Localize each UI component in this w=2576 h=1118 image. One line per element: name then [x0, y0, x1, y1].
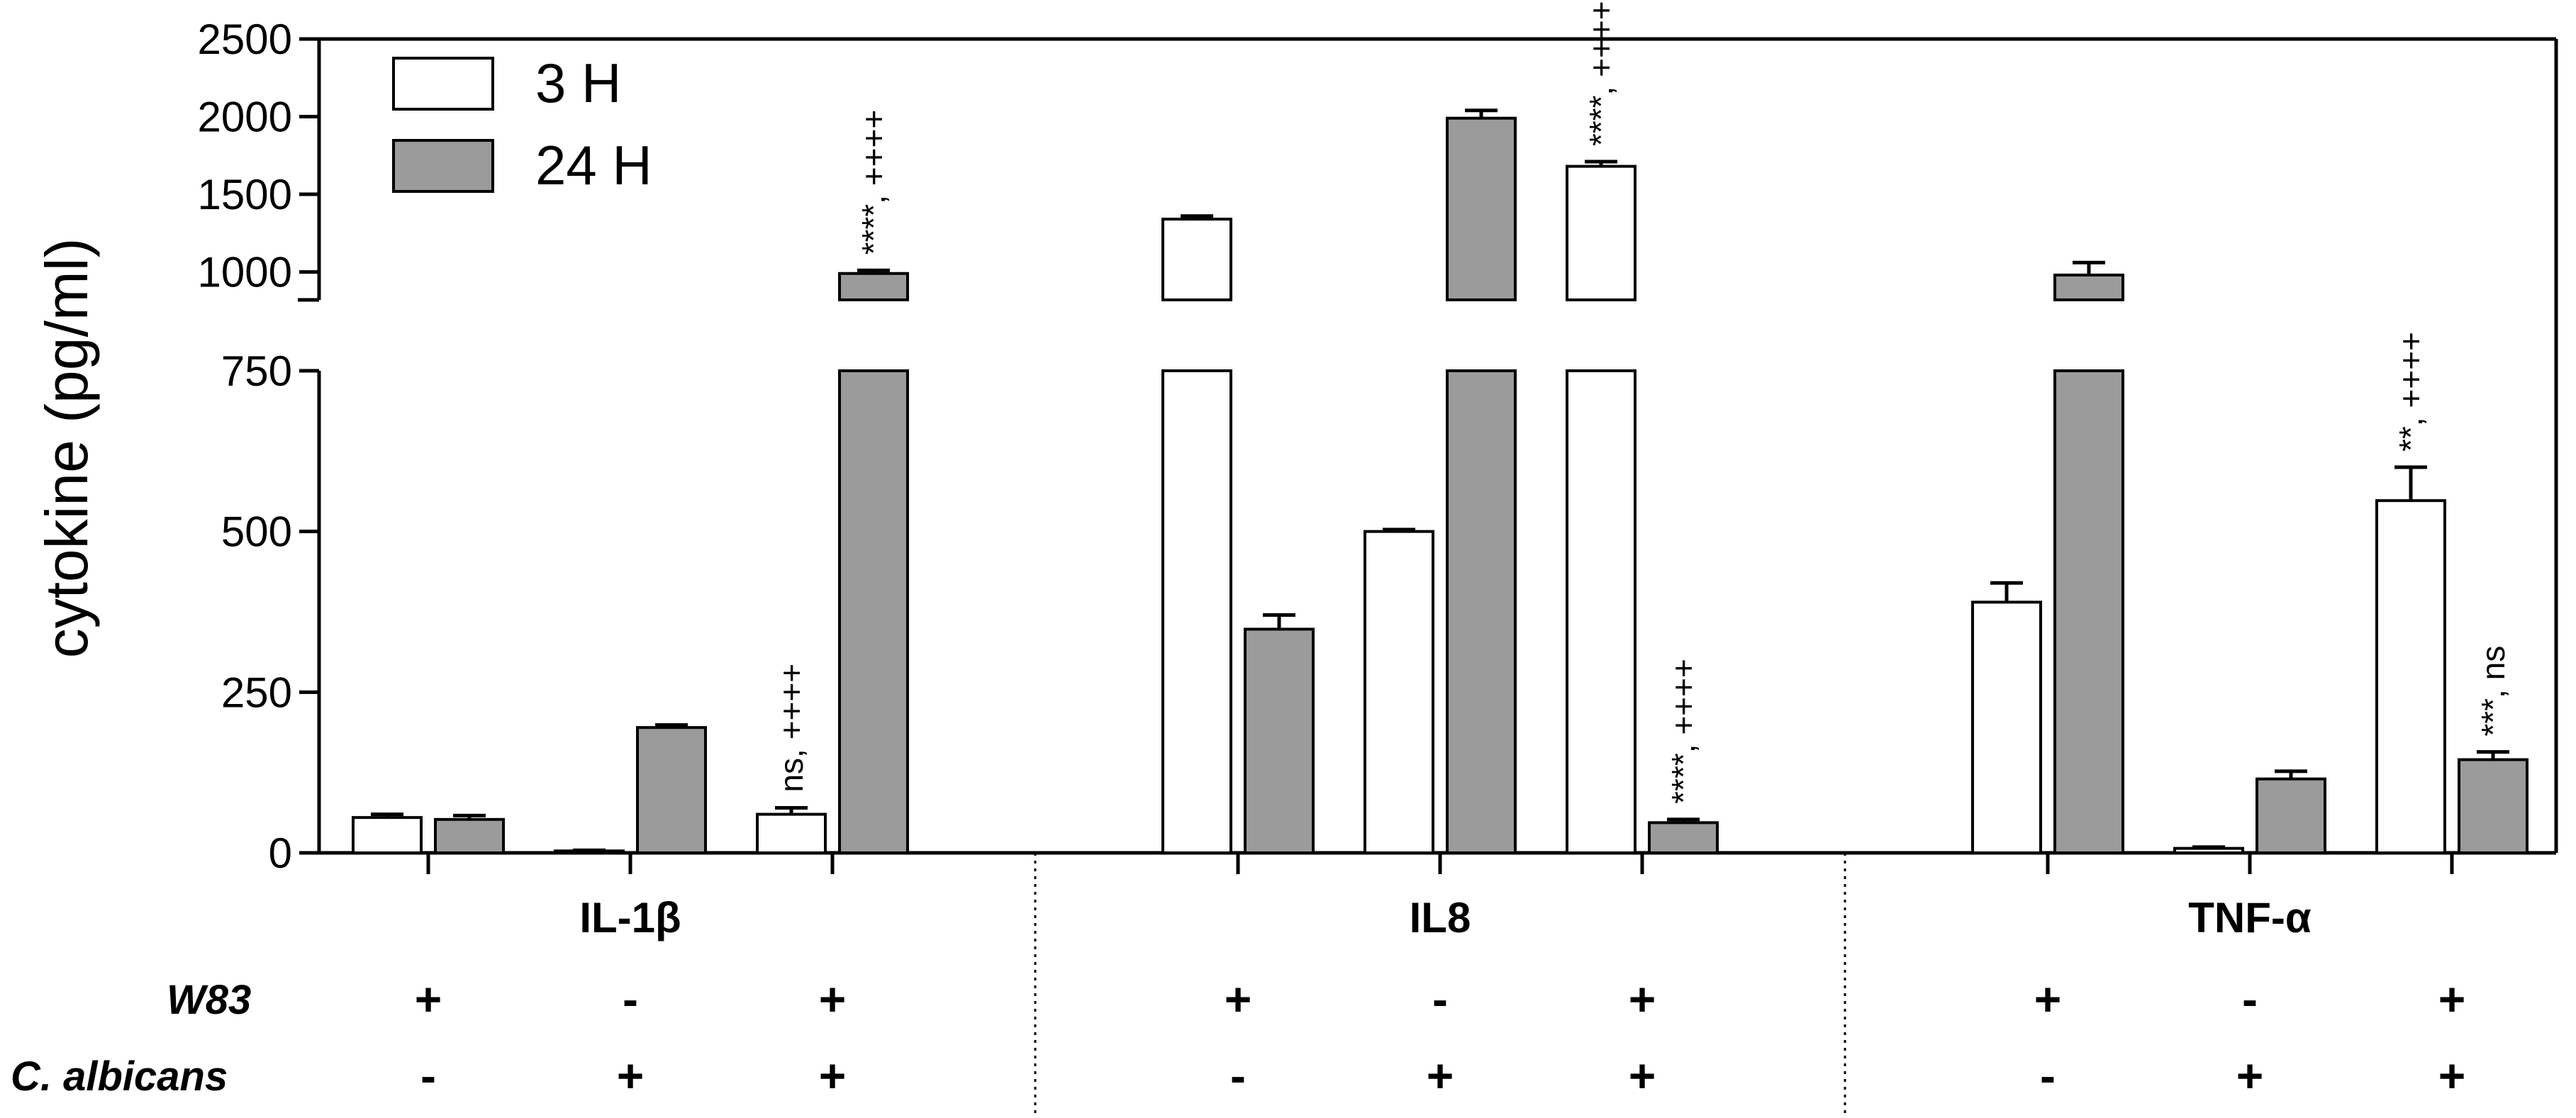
bar [2256, 777, 2326, 854]
significance-annotation: ****, ++++ [855, 110, 892, 255]
y-tick-label: 0 [269, 829, 292, 877]
bar-group [1648, 817, 1719, 855]
bar [1161, 369, 1232, 854]
bar-group [1161, 214, 1232, 854]
legend-swatch [392, 57, 494, 111]
bar-group [1446, 108, 1517, 854]
legend-label: 24 H [535, 134, 652, 196]
condition-sign: + [819, 1049, 847, 1102]
bar-group [1364, 527, 1434, 855]
legend-swatch [392, 139, 494, 193]
bar-group [1566, 160, 1637, 854]
significance-annotation: **, ++++ [2392, 332, 2429, 452]
bar [1971, 600, 2042, 855]
annotations-layer: ns, ++++ ****, ++++ ****, ++++ ****, ++++ **… [773, 1, 2511, 803]
condition-sign: + [2236, 1049, 2264, 1102]
significance-annotation: ***, ns [2475, 646, 2511, 737]
bar [1161, 218, 1232, 302]
condition-row-label: C. albicans [11, 1053, 228, 1100]
bar-group [2375, 465, 2446, 854]
condition-sign: - [1230, 1049, 1246, 1102]
condition-sign: - [1432, 973, 1448, 1025]
bar [2458, 758, 2528, 854]
legend: 3 H 24 H [392, 52, 652, 196]
condition-sign: - [2040, 1049, 2056, 1102]
condition-sign: + [2034, 973, 2062, 1025]
bar-group [1971, 581, 2042, 855]
condition-row-label: W83 [167, 977, 251, 1023]
condition-sign: - [2242, 973, 2258, 1025]
condition-sign: + [2438, 1049, 2466, 1102]
y-tick-label: 1500 [198, 171, 292, 218]
bar-group [636, 723, 707, 854]
bar [838, 369, 909, 854]
bar [434, 817, 505, 855]
bar-group [434, 813, 505, 855]
condition-sign: - [420, 1049, 436, 1102]
condition-sign: + [415, 973, 442, 1025]
bars-layer [352, 108, 2528, 855]
condition-table: W83 + - + + - + + - + C. albicans - + + - + + - + + [11, 973, 2465, 1102]
condition-sign: + [819, 973, 847, 1025]
bar-group [554, 848, 625, 855]
bar [1648, 821, 1719, 855]
bar-group [1244, 613, 1315, 854]
group-label: TNF-α [2188, 894, 2312, 941]
bar-group [756, 806, 827, 854]
y-tick-label: 750 [221, 347, 292, 395]
legend-label: 3 H [535, 52, 621, 114]
significance-annotation: ****, ++++ [1665, 659, 1702, 804]
y-axis-label: cytokine (pg/ml) [33, 238, 100, 659]
significance-annotation: ****, ++++ [1583, 1, 1619, 146]
y-tick-label: 500 [221, 508, 292, 556]
bar [352, 816, 423, 854]
significance-annotation: ns, ++++ [773, 664, 810, 793]
bar [636, 726, 707, 854]
condition-sign: + [1225, 973, 1252, 1025]
group-label: IL-1β [579, 894, 681, 941]
condition-sign: + [1427, 1049, 1454, 1102]
y-axis: 0 250 500 750 1000 1500 2000 2500 [198, 16, 319, 877]
condition-sign: + [1629, 1049, 1656, 1102]
bar [1244, 627, 1315, 854]
bar [2053, 273, 2124, 302]
group-label: IL8 [1410, 894, 1471, 941]
bar-group [2053, 260, 2124, 854]
y-tick-label: 2500 [198, 16, 292, 63]
y-tick-label: 2000 [198, 94, 292, 141]
condition-sign: + [2438, 973, 2466, 1025]
bar-group [2173, 845, 2244, 854]
bar [1446, 369, 1517, 854]
bar [756, 812, 827, 854]
bar [1446, 116, 1517, 301]
bar-group [352, 812, 423, 854]
bar-group [2458, 750, 2528, 854]
condition-sign: - [623, 973, 638, 1025]
bar [2173, 846, 2244, 854]
bar-group [2256, 769, 2326, 854]
bar [1566, 369, 1637, 854]
bar [1566, 164, 1637, 301]
y-tick-label: 1000 [198, 249, 292, 296]
condition-sign: + [1629, 973, 1656, 1025]
bar-group [838, 268, 909, 854]
bar [2375, 499, 2446, 854]
bar [1364, 530, 1434, 855]
condition-sign: + [617, 1049, 645, 1102]
bar [838, 272, 909, 301]
x-axis: IL-1β IL8 TNF-α [426, 853, 2454, 1118]
y-tick-label: 250 [221, 669, 292, 716]
bar [2053, 369, 2124, 854]
